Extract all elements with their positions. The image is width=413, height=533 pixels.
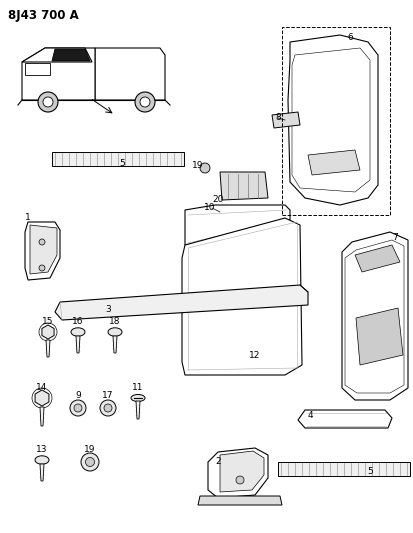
Ellipse shape [131,394,145,401]
Ellipse shape [108,328,122,336]
Text: 17: 17 [102,392,114,400]
Circle shape [200,163,210,173]
Polygon shape [55,285,308,320]
Polygon shape [25,222,60,280]
Circle shape [236,476,244,484]
Circle shape [100,400,116,416]
Text: 8J43 700 A: 8J43 700 A [8,9,79,21]
Polygon shape [298,410,392,428]
Text: 13: 13 [36,446,48,455]
Circle shape [39,265,45,271]
Polygon shape [30,225,57,274]
Circle shape [135,92,155,112]
Polygon shape [208,448,268,498]
Text: 18: 18 [109,318,121,327]
Text: 4: 4 [307,410,313,419]
Text: 9: 9 [75,392,81,400]
Text: 5: 5 [367,467,373,477]
Circle shape [140,97,150,107]
Polygon shape [278,462,410,476]
Polygon shape [40,407,44,426]
Polygon shape [25,63,50,75]
Polygon shape [42,325,54,339]
Text: 15: 15 [42,318,54,327]
Circle shape [81,453,99,471]
Text: 12: 12 [249,351,261,359]
Polygon shape [52,49,90,61]
Polygon shape [136,401,140,419]
Text: 7: 7 [392,233,398,243]
Text: 20: 20 [212,196,224,205]
Text: 10: 10 [204,204,216,213]
Circle shape [43,97,53,107]
Polygon shape [308,150,360,175]
Polygon shape [40,464,44,481]
Polygon shape [342,232,408,400]
Text: 19: 19 [192,160,204,169]
Circle shape [85,457,95,466]
Text: 6: 6 [347,34,353,43]
Text: 1: 1 [25,214,31,222]
Text: 14: 14 [36,384,47,392]
Circle shape [38,92,58,112]
Polygon shape [220,451,264,492]
Polygon shape [185,205,290,245]
Circle shape [104,404,112,412]
Polygon shape [22,48,95,100]
Polygon shape [113,336,117,353]
Text: 2: 2 [215,457,221,466]
Text: 16: 16 [72,318,84,327]
Polygon shape [95,48,165,100]
Text: 19: 19 [84,446,96,455]
Circle shape [70,400,86,416]
Polygon shape [52,152,184,166]
Circle shape [74,404,82,412]
Polygon shape [198,496,282,505]
Polygon shape [220,172,268,200]
Polygon shape [272,112,300,128]
Polygon shape [46,340,50,357]
Ellipse shape [71,328,85,336]
Text: 3: 3 [105,305,111,314]
Text: 11: 11 [132,384,144,392]
Circle shape [39,239,45,245]
Polygon shape [355,245,400,272]
Polygon shape [288,35,378,205]
Polygon shape [182,218,302,375]
Ellipse shape [35,456,49,464]
Polygon shape [76,336,80,353]
Polygon shape [356,308,403,365]
Text: 5: 5 [119,158,125,167]
Polygon shape [35,390,49,406]
Polygon shape [22,48,92,62]
Text: 8: 8 [275,114,281,123]
